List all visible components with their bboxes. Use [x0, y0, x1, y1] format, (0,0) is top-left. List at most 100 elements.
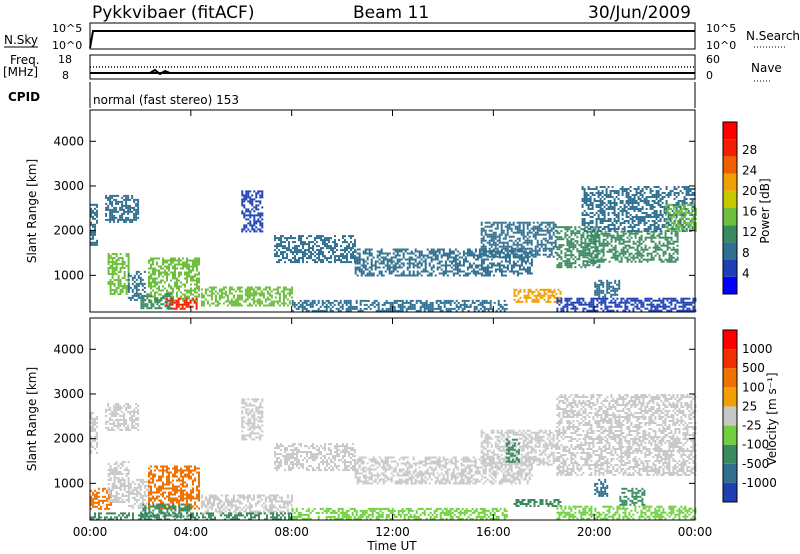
data-cell	[308, 257, 310, 260]
data-cell	[599, 194, 602, 196]
data-cell	[484, 266, 487, 269]
data-cell	[632, 240, 635, 243]
data-cell	[480, 221, 483, 224]
data-cell	[356, 258, 359, 261]
data-cell	[518, 255, 521, 258]
data-cell	[498, 235, 501, 238]
data-cell	[234, 304, 237, 307]
data-cell	[655, 210, 658, 212]
data-cell	[435, 301, 438, 304]
data-cell	[326, 243, 328, 246]
data-cell	[636, 252, 639, 255]
data-cell	[626, 305, 629, 308]
data-cell	[533, 290, 536, 293]
data-cell	[584, 307, 587, 310]
data-cell	[691, 188, 694, 190]
data-cell	[594, 297, 597, 300]
data-cell	[241, 204, 244, 207]
data-cell	[625, 220, 628, 222]
data-cell	[282, 241, 284, 244]
data-cell	[583, 190, 586, 192]
data-cell	[452, 258, 455, 261]
data-cell	[200, 302, 203, 305]
data-cell	[364, 264, 367, 267]
data-cell	[259, 200, 262, 203]
data-cell	[288, 294, 291, 297]
data-cell	[527, 288, 530, 291]
data-cell	[638, 258, 641, 261]
data-cell	[665, 218, 668, 220]
data-cell	[674, 248, 677, 251]
data-cell	[626, 299, 629, 302]
data-cell	[593, 198, 596, 200]
data-cell	[185, 303, 188, 306]
data-cell	[123, 210, 126, 213]
data-cell	[670, 232, 673, 235]
data-cell	[425, 307, 428, 310]
data-cell	[354, 268, 357, 271]
data-cell	[543, 288, 546, 291]
data-cell	[671, 214, 674, 216]
data-cell	[629, 198, 632, 200]
data-cell	[456, 268, 459, 271]
data-cell	[386, 258, 389, 261]
data-cell	[385, 309, 388, 312]
data-cell	[364, 250, 367, 253]
data-cell	[330, 261, 332, 264]
data-cell	[558, 266, 561, 269]
data-cell	[166, 271, 168, 274]
data-cell	[139, 296, 142, 299]
data-cell	[309, 305, 312, 308]
data-cell	[637, 204, 640, 206]
data-cell	[603, 210, 606, 212]
data-cell	[539, 294, 542, 297]
data-cell	[674, 225, 677, 228]
data-cell	[362, 262, 365, 265]
data-cell	[352, 247, 354, 250]
data-cell	[372, 264, 375, 267]
data-cell	[440, 268, 443, 271]
data-cell	[137, 296, 140, 299]
data-cell	[690, 301, 693, 304]
data-cell	[420, 254, 423, 257]
data-cell	[598, 240, 601, 243]
data-cell	[657, 194, 660, 196]
data-cell	[146, 305, 149, 308]
data-cell	[309, 301, 312, 304]
data-cell	[680, 225, 683, 228]
data-cell	[264, 304, 267, 307]
data-cell	[392, 248, 395, 251]
data-cell	[468, 250, 471, 253]
data-cell	[284, 241, 286, 244]
data-cell	[272, 302, 275, 305]
data-cell	[391, 303, 394, 306]
data-cell	[607, 200, 610, 202]
data-cell	[691, 226, 694, 228]
data-cell	[593, 200, 596, 202]
data-cell	[574, 256, 577, 259]
data-cell	[558, 236, 561, 239]
data-cell	[506, 229, 509, 232]
data-cell	[672, 248, 675, 251]
data-cell	[591, 192, 594, 194]
data-cell	[418, 272, 421, 275]
data-cell	[375, 299, 378, 302]
data-cell	[457, 301, 460, 304]
data-cell	[90, 223, 92, 226]
data-cell	[156, 277, 158, 280]
data-cell	[606, 309, 609, 312]
data-cell	[434, 252, 437, 255]
data-cell	[107, 283, 110, 285]
data-cell	[307, 309, 310, 312]
data-cell	[530, 260, 533, 263]
data-cell	[300, 243, 302, 246]
data-cell	[123, 273, 126, 275]
data-cell	[392, 256, 395, 259]
data-cell	[468, 252, 471, 255]
data-cell	[182, 263, 184, 266]
data-cell	[346, 245, 348, 248]
data-cell	[650, 240, 653, 243]
data-cell	[335, 299, 338, 302]
data-cell	[299, 299, 302, 302]
data-cell	[598, 293, 601, 296]
